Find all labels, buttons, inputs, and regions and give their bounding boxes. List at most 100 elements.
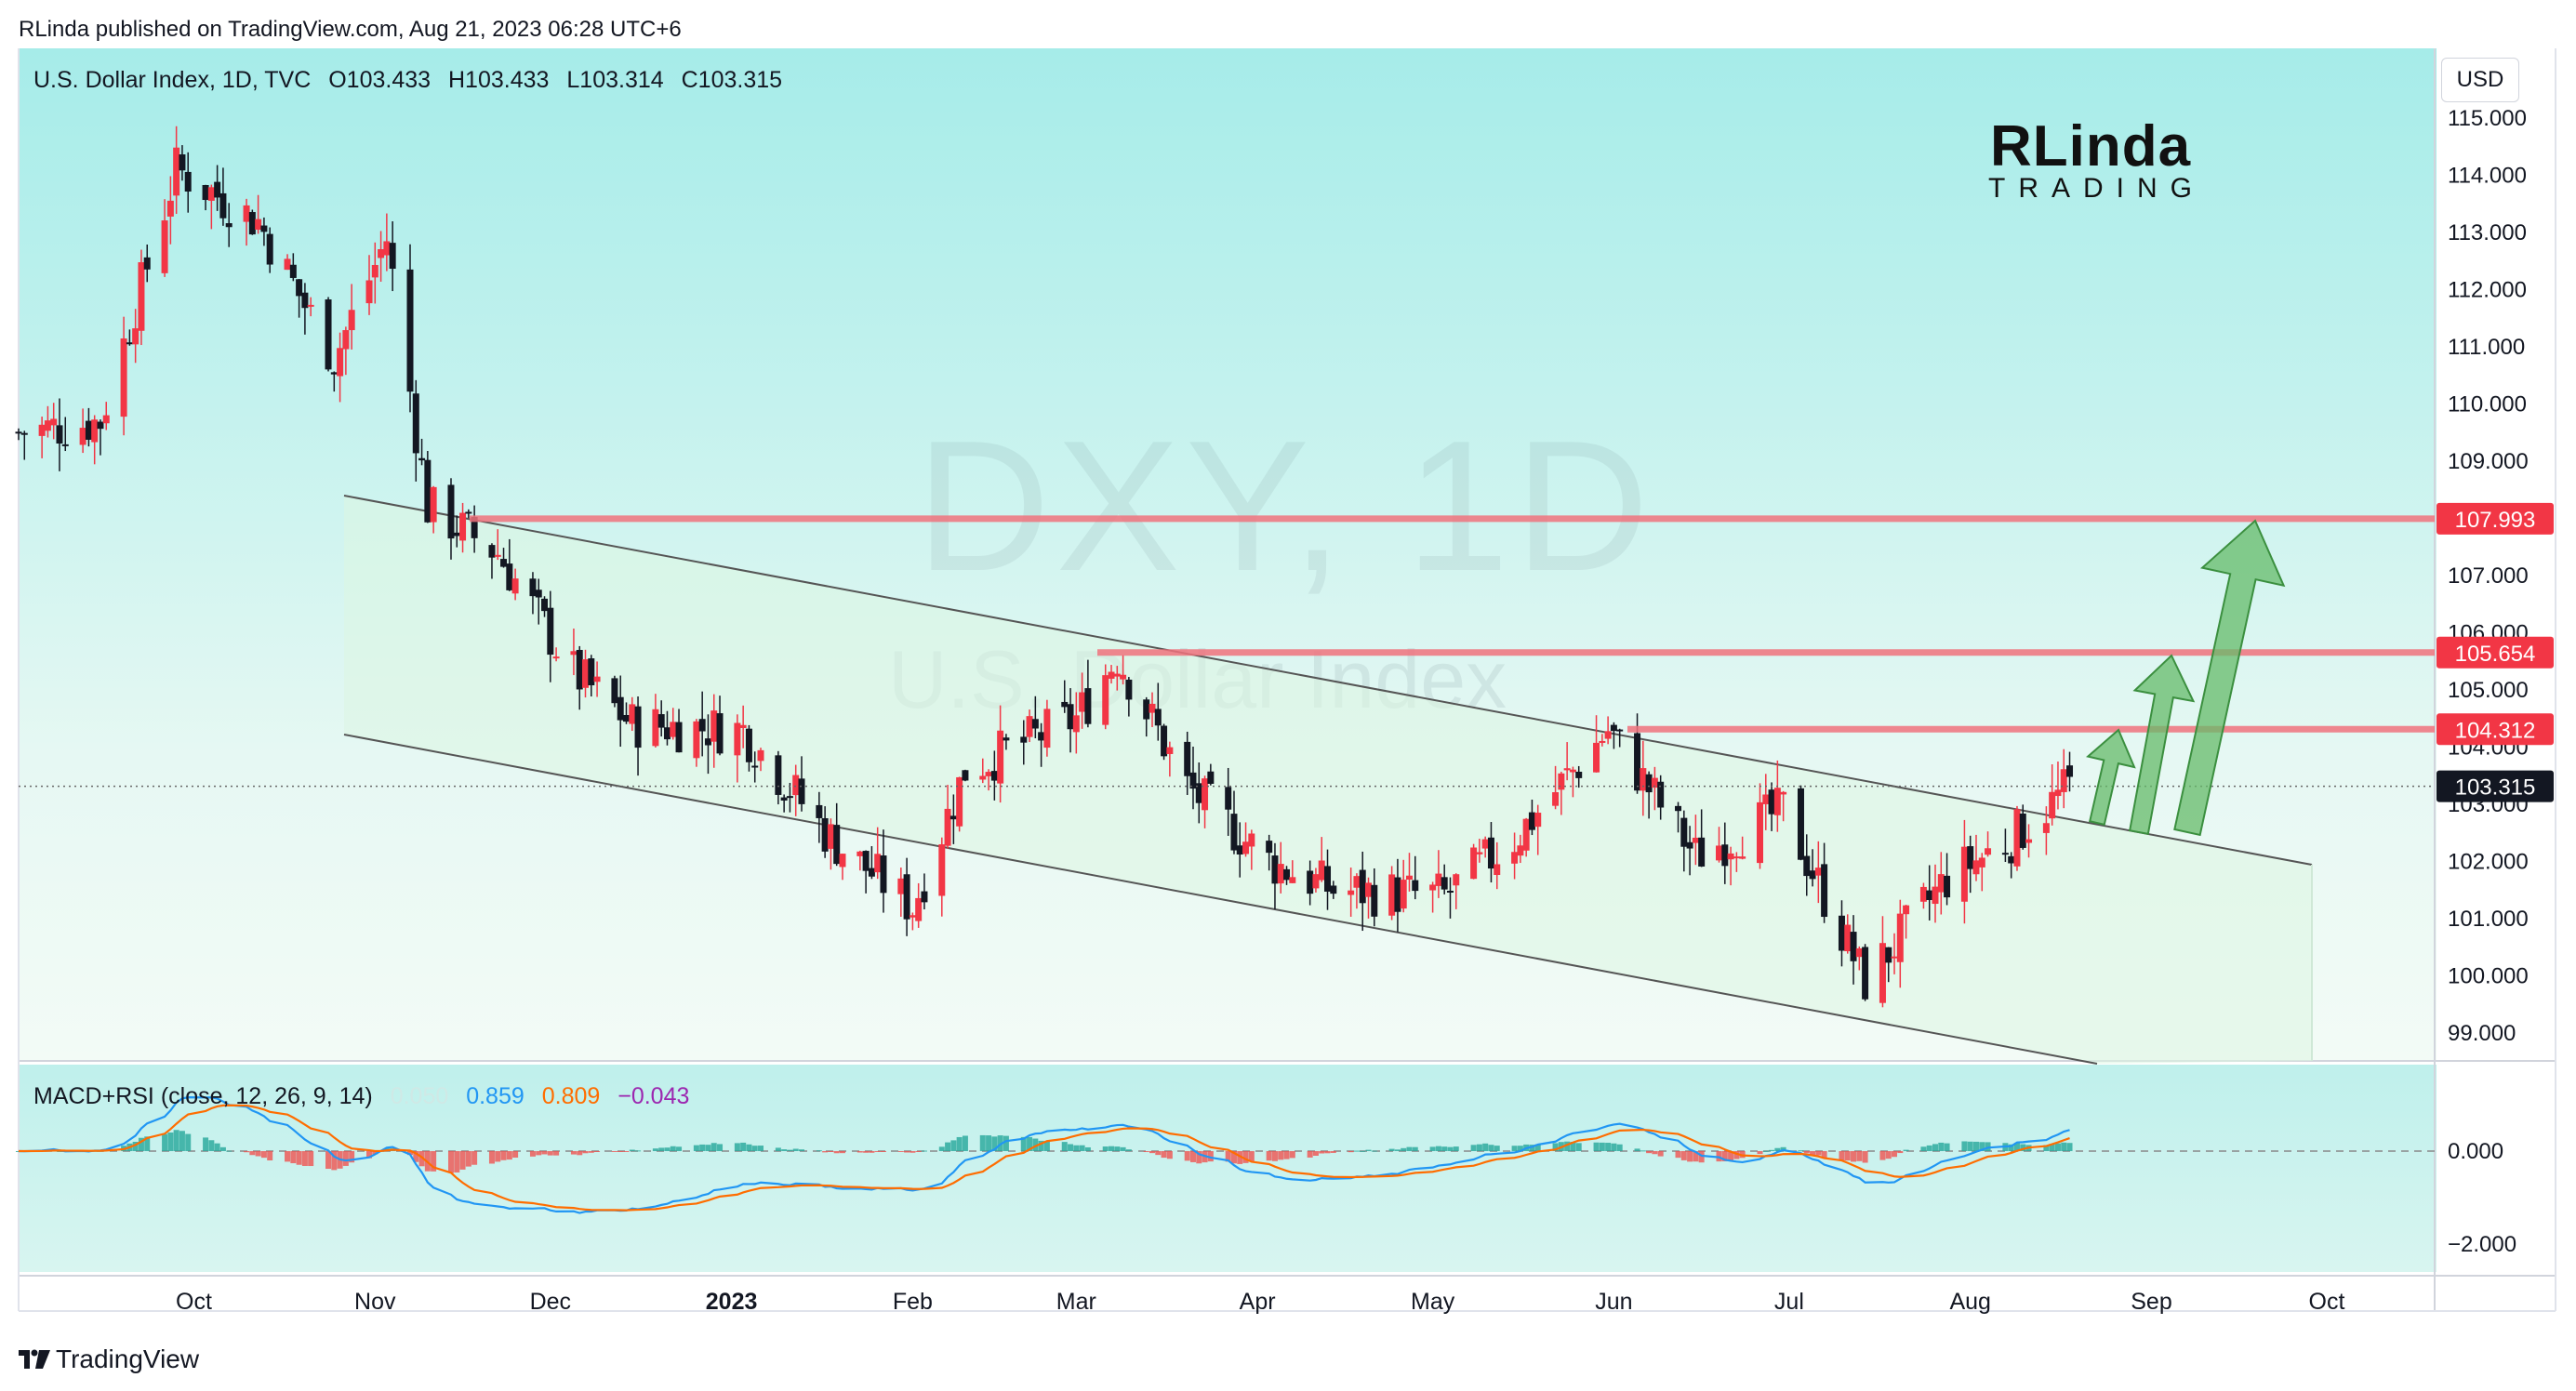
candle-body — [611, 678, 618, 704]
candle-body — [166, 200, 174, 217]
macd-hist-bar — [910, 1151, 916, 1153]
macd-hist-bar — [1517, 1146, 1523, 1151]
candle-body — [1528, 812, 1535, 830]
macd-hist-bar — [413, 1151, 419, 1162]
level-label-text: 105.654 — [2455, 642, 2536, 667]
macd-hist-bar — [244, 1151, 250, 1153]
candle-body — [1277, 864, 1284, 884]
macd-hist-bar — [1575, 1143, 1582, 1151]
candle-body — [1189, 772, 1197, 789]
candle-body — [365, 280, 373, 304]
macd-hist-bar — [863, 1151, 870, 1153]
macd-hist-bar — [1225, 1151, 1231, 1162]
macd-hist-bar — [1897, 1151, 1904, 1154]
candle-body — [1972, 860, 1980, 875]
macd-hist-bar — [459, 1151, 466, 1170]
macd-hist-bar — [577, 1151, 583, 1156]
macd-hist-bar — [1733, 1151, 1740, 1159]
macd-hist-bar — [1511, 1146, 1518, 1151]
candle-body — [1202, 778, 1209, 811]
candle-body — [1739, 856, 1746, 859]
candle-body — [406, 269, 414, 392]
candle-body — [284, 258, 291, 271]
publisher-line: RLinda published on TradingView.com, Aug… — [19, 17, 682, 42]
macd-hist-bar — [214, 1143, 220, 1151]
time-tick-label: Oct — [176, 1289, 212, 1315]
candle-body — [342, 330, 350, 350]
candles-group — [15, 126, 2074, 1008]
candle-body — [997, 730, 1004, 784]
candle-body — [389, 243, 396, 270]
tradingview-brand[interactable]: TradingView — [56, 1345, 200, 1373]
symbol-title: U.S. Dollar Index, 1D, TVC — [33, 67, 312, 93]
macd-hist-bar — [1757, 1151, 1763, 1155]
macd-hist-bar — [798, 1149, 804, 1151]
macd-hist-bar — [285, 1151, 291, 1162]
macd-hist-bar — [1312, 1151, 1319, 1156]
price-tick-label: 107.000 — [2448, 563, 2529, 589]
candle-body — [909, 915, 916, 918]
candle-body — [1184, 741, 1191, 776]
candle-body — [698, 719, 706, 732]
candle-body — [862, 851, 870, 871]
candle-body — [1072, 715, 1080, 733]
currency-button[interactable]: USD — [2441, 58, 2519, 102]
price-tick-label: 105.000 — [2448, 678, 2529, 703]
macd-hist-bar — [1728, 1151, 1734, 1160]
macd-hist-bar — [1979, 1142, 1985, 1151]
macd-hist-bar — [611, 1151, 617, 1152]
macd-hist-bar — [588, 1151, 594, 1153]
candle-body — [1552, 792, 1560, 806]
candle-body — [1862, 947, 1869, 1000]
candle-body — [1896, 913, 1904, 962]
candle-body — [418, 457, 426, 461]
macd-hist-bar — [536, 1151, 542, 1156]
macd-tick-label: −2.000 — [2448, 1232, 2516, 1257]
tradingview-icon[interactable] — [19, 1348, 50, 1371]
macd-hist-bar — [1230, 1151, 1237, 1164]
candle-body — [1563, 768, 1571, 771]
candle-body — [1003, 737, 1010, 741]
candle-body — [1960, 846, 1968, 902]
level-label-box — [2437, 502, 2554, 535]
candle-body — [1978, 857, 1985, 868]
symbol-legend[interactable]: U.S. Dollar Index, 1D, TVC O103.433 H103… — [33, 67, 793, 94]
macd-hist-bar — [617, 1151, 624, 1152]
candle-body — [1844, 924, 1852, 952]
candle-body — [1809, 870, 1816, 880]
macd-hist-bar — [138, 1137, 144, 1151]
macd-hist-bar — [1242, 1151, 1249, 1163]
macd-hist-bar — [1271, 1151, 1278, 1161]
macd-hist-bar — [1769, 1149, 1775, 1151]
candle-body — [1400, 880, 1407, 909]
macd-hist-bar — [1027, 1136, 1033, 1151]
candle-body — [266, 233, 273, 265]
candle-body — [1120, 674, 1127, 680]
candle-body — [1919, 886, 1927, 902]
candle-body — [1441, 877, 1448, 890]
candle-body — [1534, 813, 1542, 828]
macd-pane[interactable] — [19, 1065, 2437, 1272]
macd-hist-bar — [1839, 1151, 1845, 1161]
candle-body — [1517, 845, 1524, 856]
candle-body — [576, 649, 583, 690]
candle-body — [1446, 891, 1454, 894]
macd-signal-value: 0.809 — [541, 1083, 601, 1109]
macd-hist-bar — [1084, 1146, 1091, 1151]
macd-hist-bar — [2020, 1144, 2026, 1151]
macd-hist-bar — [1068, 1144, 1074, 1151]
candle-body — [1102, 675, 1109, 725]
candle-body — [173, 147, 180, 196]
macd-hist-bar — [471, 1151, 478, 1165]
macd-hist-bar — [2061, 1142, 2067, 1151]
candle-body — [1161, 725, 1168, 757]
macd-hist-bar — [1856, 1151, 1863, 1161]
macd-tick-label: 0.000 — [2448, 1139, 2503, 1164]
macd-hist-bar — [1289, 1151, 1295, 1159]
macd-hist-bar — [1166, 1151, 1173, 1159]
candle-body — [821, 817, 829, 852]
macd-hist-bar — [1032, 1138, 1039, 1151]
macd-legend[interactable]: MACD+RSI (close, 12, 26, 9, 14) 0.050 0.… — [33, 1083, 700, 1110]
candle-body — [1330, 885, 1337, 894]
